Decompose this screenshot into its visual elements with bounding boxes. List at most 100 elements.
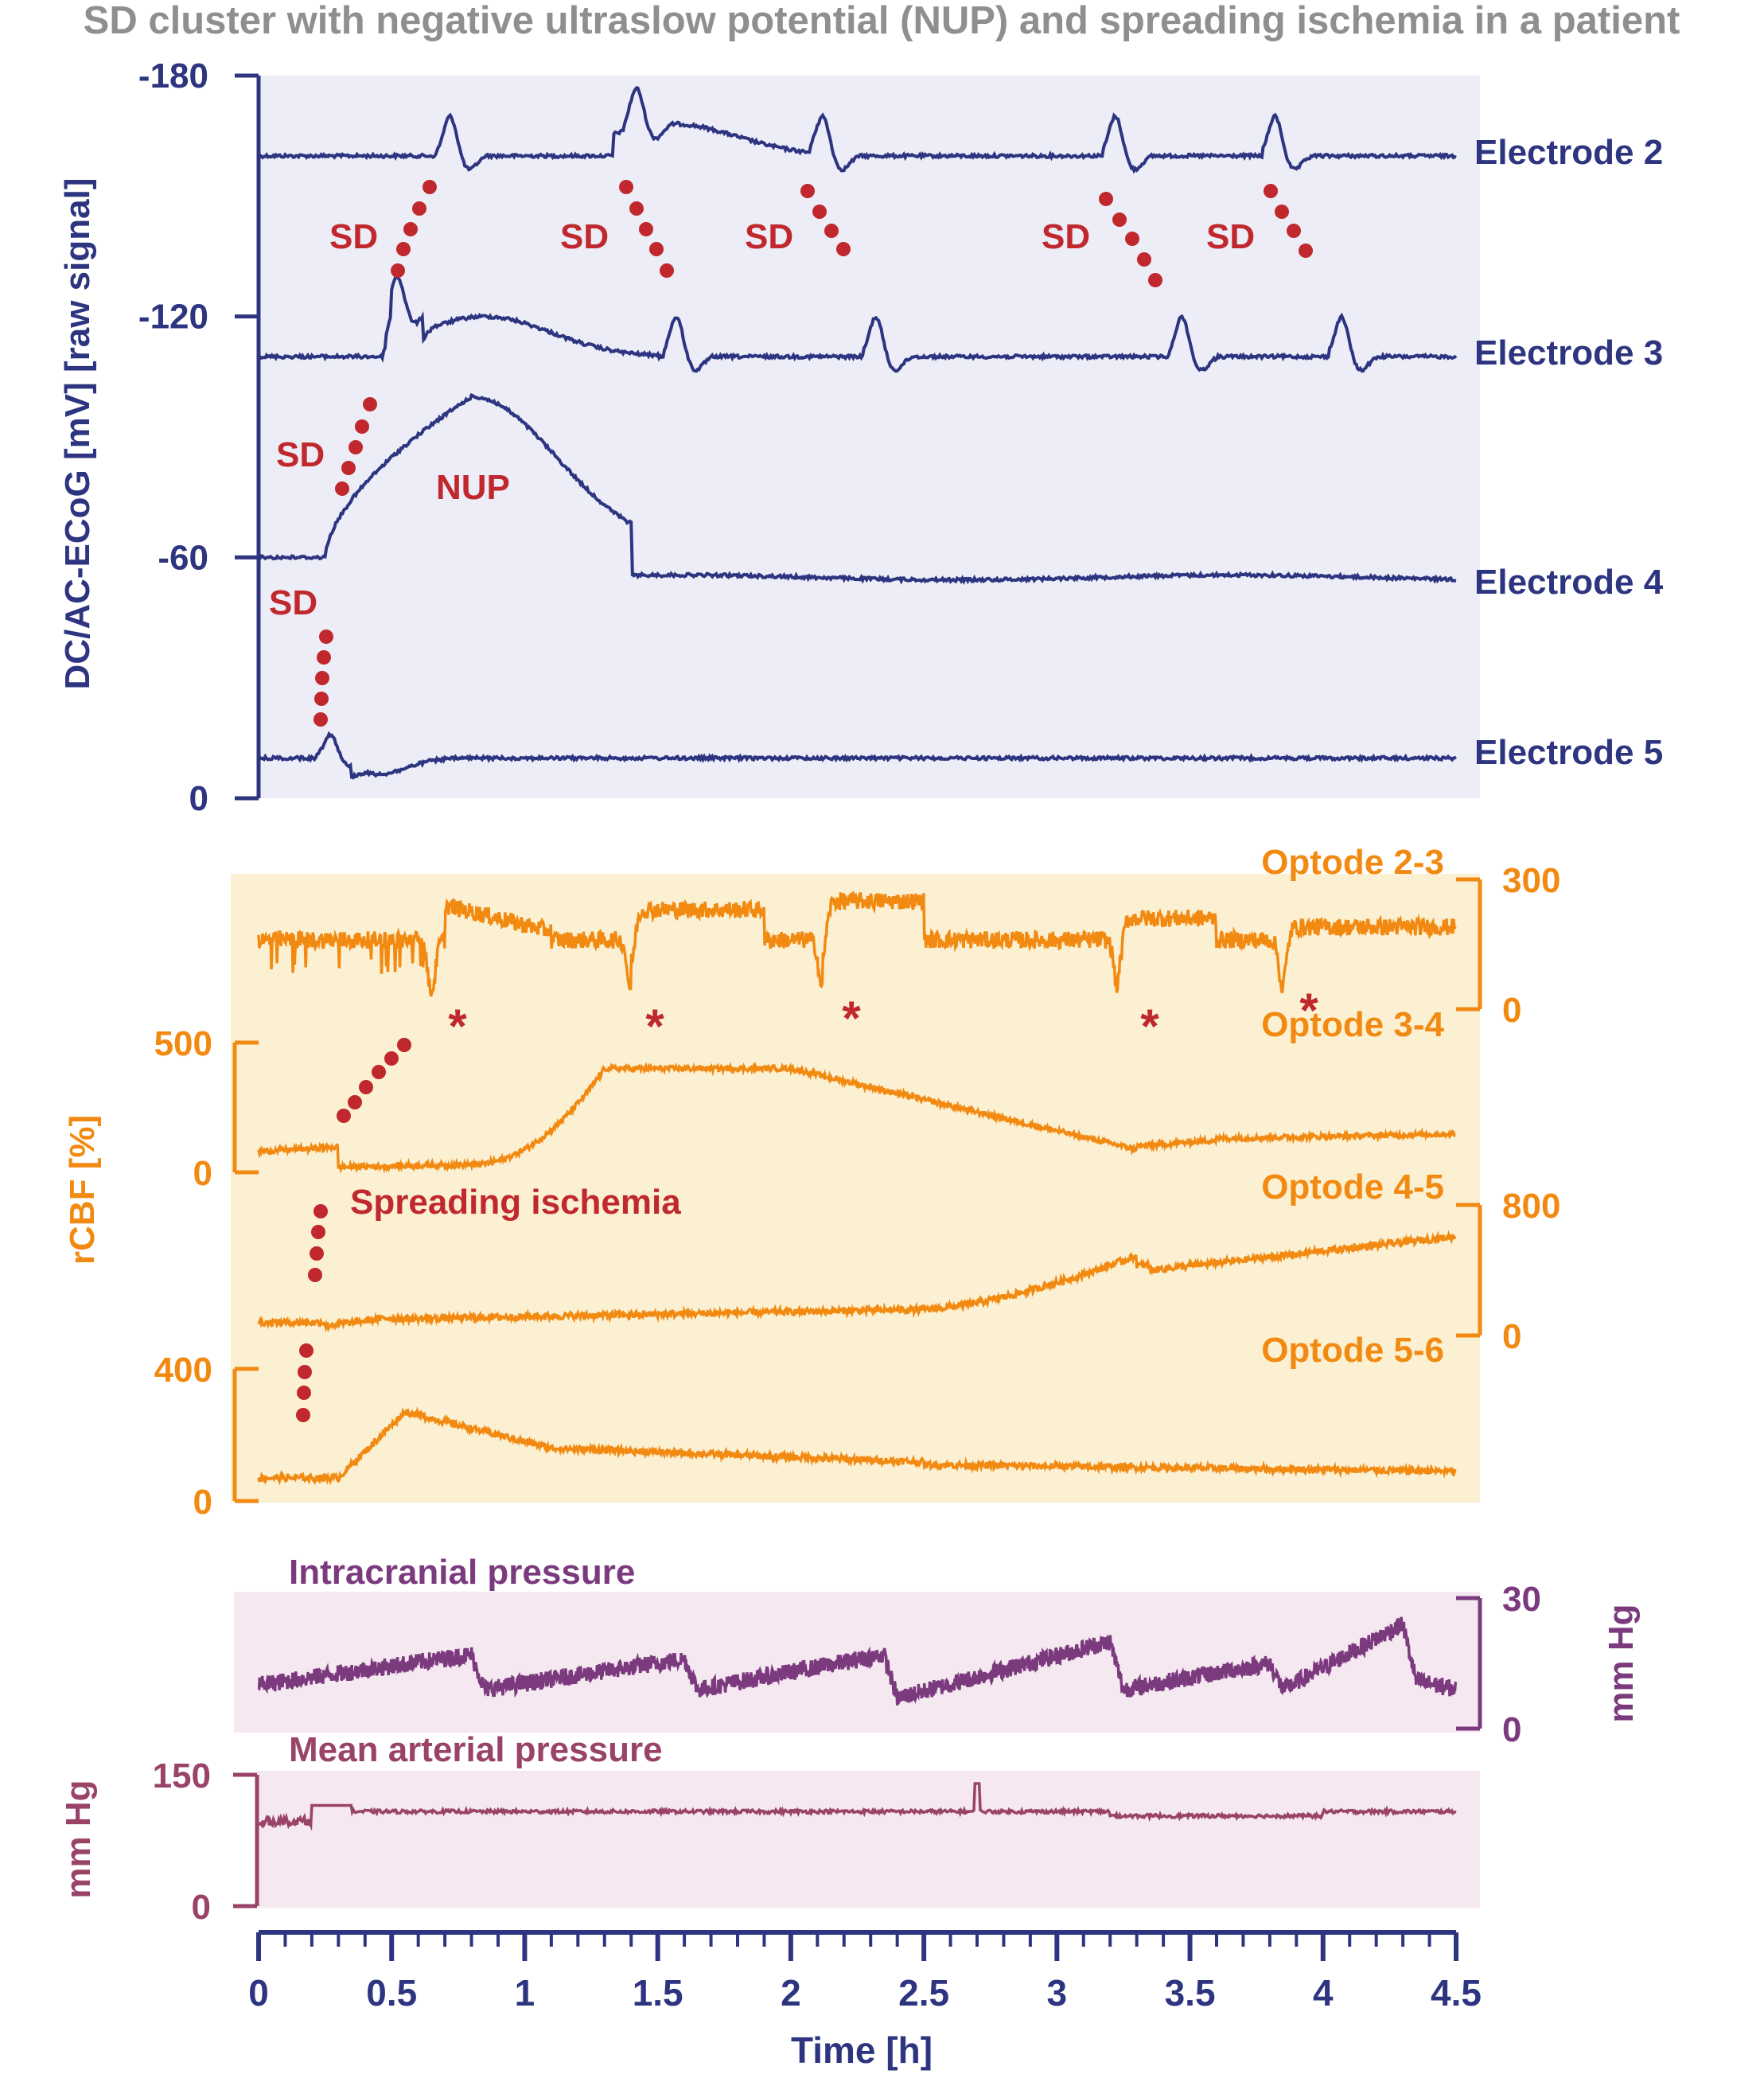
rcbf-tick-label-top-3: 400: [154, 1351, 212, 1390]
sd-label-1: SD: [329, 217, 378, 256]
ecog-trace-3: [257, 275, 1458, 373]
rcbf-panel-background: [231, 874, 1480, 1503]
rcbf-dot-2-3: [296, 1408, 310, 1422]
rcbf-dot-0-1: [384, 1051, 399, 1066]
optode-2-3-label: Optode 2-3: [1261, 843, 1444, 882]
sd-dot-2-0: [800, 184, 815, 198]
rcbf-dot-0-0: [397, 1038, 411, 1052]
time-tick-label-6: 3: [1047, 1972, 1068, 2014]
spreading-ischemia-label: Spreading ischemia: [350, 1183, 681, 1222]
sd-dot-5-4: [335, 481, 349, 496]
map-trace-line: [257, 1782, 1457, 1831]
sd-dot-4-1: [1275, 205, 1289, 219]
icp-title: Intracranial pressure: [289, 1553, 635, 1592]
map-panel-background: [257, 1771, 1480, 1908]
optode-3-4-trace: [257, 1061, 1456, 1174]
sd-label-4: SD: [1042, 217, 1090, 256]
sd-dot-5-2: [349, 440, 363, 454]
rcbf-dot-0-3: [359, 1080, 373, 1094]
sd-dot-6-4: [313, 712, 328, 727]
rcbf-dot-markers: [296, 1038, 411, 1422]
ecog-tick-label-2: -60: [158, 538, 208, 577]
map-y-axis-label: mm Hg: [59, 1780, 98, 1898]
icp-panel: Intracranial pressure 30 0 mm Hg: [257, 1553, 1641, 1749]
ecog-panel: -180 -120 -60 0 DC/AC-ECoG [mV] [raw signal…: [58, 57, 1664, 818]
sd-dot-1-1: [629, 201, 644, 216]
ecog-tick-label-3: 0: [189, 779, 208, 818]
sd-dot-4-3: [1299, 244, 1313, 258]
sd-label-2: SD: [560, 217, 609, 256]
rcbf-y-axis-label: rCBF [%]: [63, 1115, 102, 1265]
sd-dot-6-2: [315, 671, 329, 685]
sd-dot-1-0: [619, 180, 633, 194]
time-tick-label-2: 1: [515, 1972, 535, 2014]
sd-dot-3-3: [1137, 252, 1151, 267]
sd-dot-3-0: [1099, 192, 1113, 206]
optode-4-5-label: Optode 4-5: [1261, 1168, 1444, 1207]
time-tick-label-8: 4: [1313, 1972, 1334, 2014]
chart-title: SD cluster with negative ultraslow poten…: [84, 0, 1680, 42]
sd-label-5: SD: [1206, 217, 1255, 256]
star-marker-5: *: [1299, 984, 1318, 1037]
sd-dot-0-3: [396, 242, 411, 256]
electrode-3-label: Electrode 3: [1474, 333, 1663, 372]
time-tick-label-4: 2: [781, 1972, 801, 2014]
rcbf-tick-label-top-0: 300: [1502, 861, 1560, 900]
time-tick-label-1: 0.5: [366, 1972, 417, 2014]
sd-dot-2-1: [812, 205, 827, 219]
icp-y-axis-label: mm Hg: [1602, 1604, 1641, 1722]
sd-annotations: SD SD SD SD SD SD SD NUP: [269, 217, 1255, 622]
sd-dot-4-2: [1287, 224, 1301, 238]
map-title: Mean arterial pressure: [289, 1730, 663, 1769]
sd-dot-6-1: [317, 650, 331, 665]
rcbf-dot-2-1: [298, 1365, 312, 1379]
time-tick-label-7: 3.5: [1165, 1972, 1216, 2014]
star-marker-2: *: [645, 1000, 664, 1053]
rcbf-dot-1-1: [311, 1225, 325, 1239]
time-axis: 0 0.5 1 1.5 2 2.5 3 3.5 4 4.5: [248, 1930, 1482, 2014]
icp-trace: [257, 1616, 1458, 1706]
map-tick-label-bottom: 0: [192, 1888, 211, 1927]
sd-label-7: SD: [269, 583, 317, 622]
icp-tick-label-top: 30: [1502, 1580, 1541, 1619]
optode-3-4-label: Optode 3-4: [1261, 1005, 1444, 1044]
sd-dot-2-2: [824, 224, 839, 238]
ecog-tick-label-0: -180: [138, 57, 208, 96]
sd-dot-5-3: [341, 461, 356, 475]
electrode-5-label: Electrode 5: [1474, 733, 1663, 772]
ecog-y-ticks: -180 -120 -60 0: [138, 57, 259, 818]
icp-tick-label-bottom: 0: [1502, 1710, 1521, 1749]
rcbf-dot-1-3: [308, 1268, 322, 1282]
sd-dot-3-2: [1125, 232, 1139, 246]
sd-dot-6-0: [319, 630, 333, 644]
rcbf-dot-2-0: [299, 1343, 313, 1358]
icp-y-axis: 30 0: [1456, 1580, 1541, 1749]
sd-dot-1-2: [639, 222, 653, 236]
rcbf-tick-label-bottom-1: 0: [193, 1154, 212, 1193]
sd-label-3: SD: [745, 217, 793, 256]
ecog-tick-label-1: -120: [138, 298, 208, 337]
sd-dot-0-4: [391, 263, 405, 278]
ecog-trace-2: [257, 86, 1457, 174]
ecog-traces: [257, 86, 1458, 780]
sd-dot-4-0: [1264, 184, 1278, 198]
rcbf-tick-label-bottom-0: 0: [1502, 991, 1521, 1030]
sd-dot-markers: [313, 180, 1313, 727]
star-marker-3: *: [842, 992, 861, 1045]
ecog-trace-4: [258, 392, 1457, 586]
time-tick-label-3: 1.5: [633, 1972, 683, 2014]
rcbf-tick-label-top-2: 800: [1502, 1187, 1560, 1226]
rcbf-dot-0-2: [372, 1065, 386, 1079]
rcbf-traces: [257, 891, 1457, 1486]
map-trace: [257, 1782, 1457, 1831]
sd-dot-5-1: [355, 419, 369, 434]
sd-dot-0-0: [423, 180, 437, 194]
ecog-trace-5: [258, 731, 1458, 780]
nup-label: NUP: [436, 468, 510, 507]
sd-dot-3-1: [1112, 212, 1127, 227]
sd-dot-2-3: [836, 242, 851, 256]
time-tick-label-0: 0: [248, 1972, 269, 2014]
x-axis-label: Time [h]: [791, 2029, 933, 2071]
sd-dot-3-4: [1148, 273, 1162, 287]
